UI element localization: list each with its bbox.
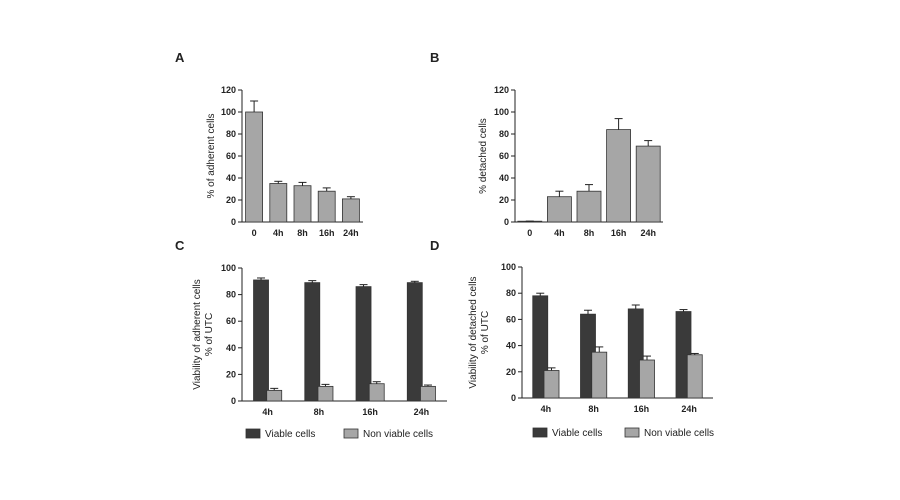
y-tick-label: 40 xyxy=(226,173,236,183)
bar-non-viable-cells-8h xyxy=(317,385,334,402)
bar-value-16h xyxy=(317,190,336,223)
bar-non-viable-cells-24h xyxy=(686,354,703,399)
y-tick-label: 20 xyxy=(226,369,236,379)
bar-non-viable-cells-16h xyxy=(368,383,385,402)
y-tick-label: 0 xyxy=(231,217,236,227)
bar-value-8h xyxy=(293,185,312,223)
panel-c: C 0 20 40 60 80 100 Viability of adherent cells… xyxy=(175,238,447,440)
x-tick-label: 16h xyxy=(634,404,650,414)
legend-label-non-viable-cells: Non viable cells xyxy=(363,429,433,440)
x-tick-label: 24h xyxy=(681,404,697,414)
y-tick-label: 0 xyxy=(231,396,236,406)
bar-value-24h xyxy=(635,145,661,223)
panel-letter-b: B xyxy=(430,50,439,65)
bar-viable-cells-4h xyxy=(253,279,269,402)
y-tick-label: 20 xyxy=(499,195,509,205)
y-axis-label: % of UTC xyxy=(480,311,491,354)
y-tick-label: 40 xyxy=(226,343,236,353)
y-tick-label: 20 xyxy=(506,367,516,377)
y-tick-label: 40 xyxy=(499,173,509,183)
bar-viable-cells-16h xyxy=(355,286,372,402)
x-tick-label: 0 xyxy=(252,228,257,238)
bar-non-viable-cells-24h xyxy=(420,385,436,402)
y-tick-label: 60 xyxy=(226,151,236,161)
y-tick-label: 80 xyxy=(499,129,509,139)
bar-viable-cells-24h xyxy=(406,282,423,402)
legend-swatch-non-viable-cells xyxy=(343,428,359,439)
panel-letter-c: C xyxy=(175,238,185,253)
legend-label-non-viable-cells: Non viable cells xyxy=(644,428,714,439)
y-tick-label: 120 xyxy=(221,85,236,95)
x-tick-label: 16h xyxy=(611,228,627,238)
legend-swatch-viable-cells xyxy=(532,427,548,438)
panel-d: D 0 20 40 60 80 100 Viability of detached cells… xyxy=(430,238,714,439)
legend-swatch-viable-cells xyxy=(245,428,261,439)
x-tick-label: 4h xyxy=(554,228,565,238)
panel-letter-a: A xyxy=(175,50,185,65)
x-tick-label: 4h xyxy=(273,228,284,238)
y-tick-label: 80 xyxy=(506,288,516,298)
y-axis-label: % of UTC xyxy=(204,313,215,356)
x-tick-label: 0 xyxy=(527,228,532,238)
legend-label-viable-cells: Viable cells xyxy=(552,428,602,439)
bar-value-0 xyxy=(245,111,264,223)
x-tick-label: 24h xyxy=(414,407,430,417)
x-tick-label: 8h xyxy=(588,404,599,414)
x-tick-label: 8h xyxy=(297,228,308,238)
x-tick-label: 24h xyxy=(640,228,656,238)
y-axis-label: % detached cells xyxy=(478,118,489,194)
x-tick-label: 24h xyxy=(343,228,359,238)
y-tick-label: 80 xyxy=(226,290,236,300)
bar-value-4h xyxy=(269,183,288,223)
x-tick-label: 8h xyxy=(314,407,325,417)
panel-a: A 0 20 40 60 80 100 120 % of adherent cells 0 4h 8h… xyxy=(175,50,363,238)
bar-non-viable-cells-8h xyxy=(591,351,608,399)
bar-non-viable-cells-16h xyxy=(639,359,655,399)
legend-label-viable-cells: Viable cells xyxy=(265,429,315,440)
y-tick-label: 120 xyxy=(494,85,509,95)
bar-non-viable-cells-4h xyxy=(543,370,560,399)
y-tick-label: 20 xyxy=(226,195,236,205)
y-axis-label: Viability of adherent cells xyxy=(192,279,203,389)
y-tick-label: 100 xyxy=(221,107,236,117)
bar-value-24h xyxy=(341,198,360,223)
x-tick-label: 8h xyxy=(584,228,595,238)
x-tick-label: 4h xyxy=(541,404,552,414)
x-tick-label: 16h xyxy=(362,407,378,417)
panel-b: B 0 20 40 60 80 100 120 % detached cells 0 4h 8h 16h… xyxy=(430,50,663,238)
y-tick-label: 100 xyxy=(494,107,509,117)
y-tick-label: 100 xyxy=(501,262,516,272)
y-tick-label: 60 xyxy=(499,151,509,161)
y-axis-label: % of adherent cells xyxy=(206,113,217,198)
y-tick-label: 60 xyxy=(506,314,516,324)
bar-value-4h xyxy=(547,196,572,223)
bar-non-viable-cells-4h xyxy=(266,389,283,402)
bar-value-16h xyxy=(606,129,631,223)
x-tick-label: 16h xyxy=(319,228,335,238)
y-tick-label: 80 xyxy=(226,129,236,139)
bar-viable-cells-8h xyxy=(304,282,321,402)
y-tick-label: 0 xyxy=(504,217,509,227)
y-axis-label: Viability of detached cells xyxy=(468,276,479,388)
y-tick-label: 0 xyxy=(511,393,516,403)
panel-letter-d: D xyxy=(430,238,439,253)
x-tick-label: 4h xyxy=(262,407,273,417)
legend-swatch-non-viable-cells xyxy=(624,427,640,438)
y-tick-label: 40 xyxy=(506,341,516,351)
bar-value-8h xyxy=(576,190,602,223)
y-tick-label: 60 xyxy=(226,316,236,326)
y-tick-label: 100 xyxy=(221,263,236,273)
